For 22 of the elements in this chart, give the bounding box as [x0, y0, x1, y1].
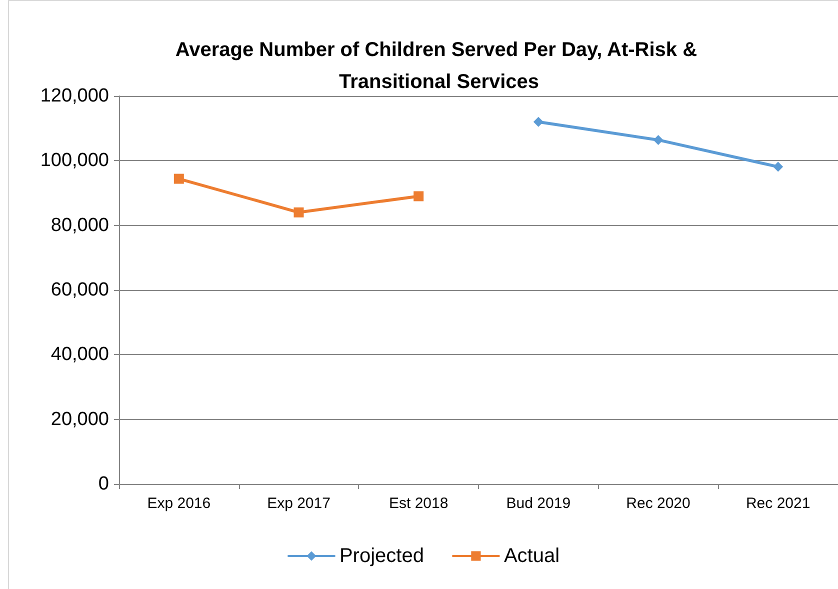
y-tick-label: 80,000 — [50, 214, 109, 236]
x-tick-label: Rec 2021 — [746, 495, 810, 512]
legend-label: Projected — [339, 545, 424, 567]
point — [174, 174, 184, 184]
x-tick-label: Exp 2016 — [147, 495, 211, 512]
y-tick-label: 120,000 — [40, 86, 109, 106]
y-tick-label: 20,000 — [50, 408, 109, 430]
y-tick-label: 0 — [98, 474, 109, 494]
x-tick-label: Bud 2019 — [506, 495, 571, 512]
point — [414, 191, 424, 202]
point — [653, 134, 664, 145]
point — [533, 116, 544, 127]
legend-label: Actual — [504, 545, 560, 567]
x-tick-label: Rec 2020 — [626, 495, 690, 512]
x-tick-label: Est 2018 — [388, 495, 448, 512]
y-tick-label: 40,000 — [50, 344, 109, 366]
point — [773, 162, 784, 172]
chart-title: Average Number of Children Served Per Day, At-Risk & Transitional Services — [175, 39, 703, 93]
y-tick-label: 60,000 — [50, 280, 109, 300]
point — [294, 207, 304, 218]
x-tick-label: Exp 2017 — [267, 495, 330, 512]
y-tick-label: 100,000 — [40, 150, 109, 172]
